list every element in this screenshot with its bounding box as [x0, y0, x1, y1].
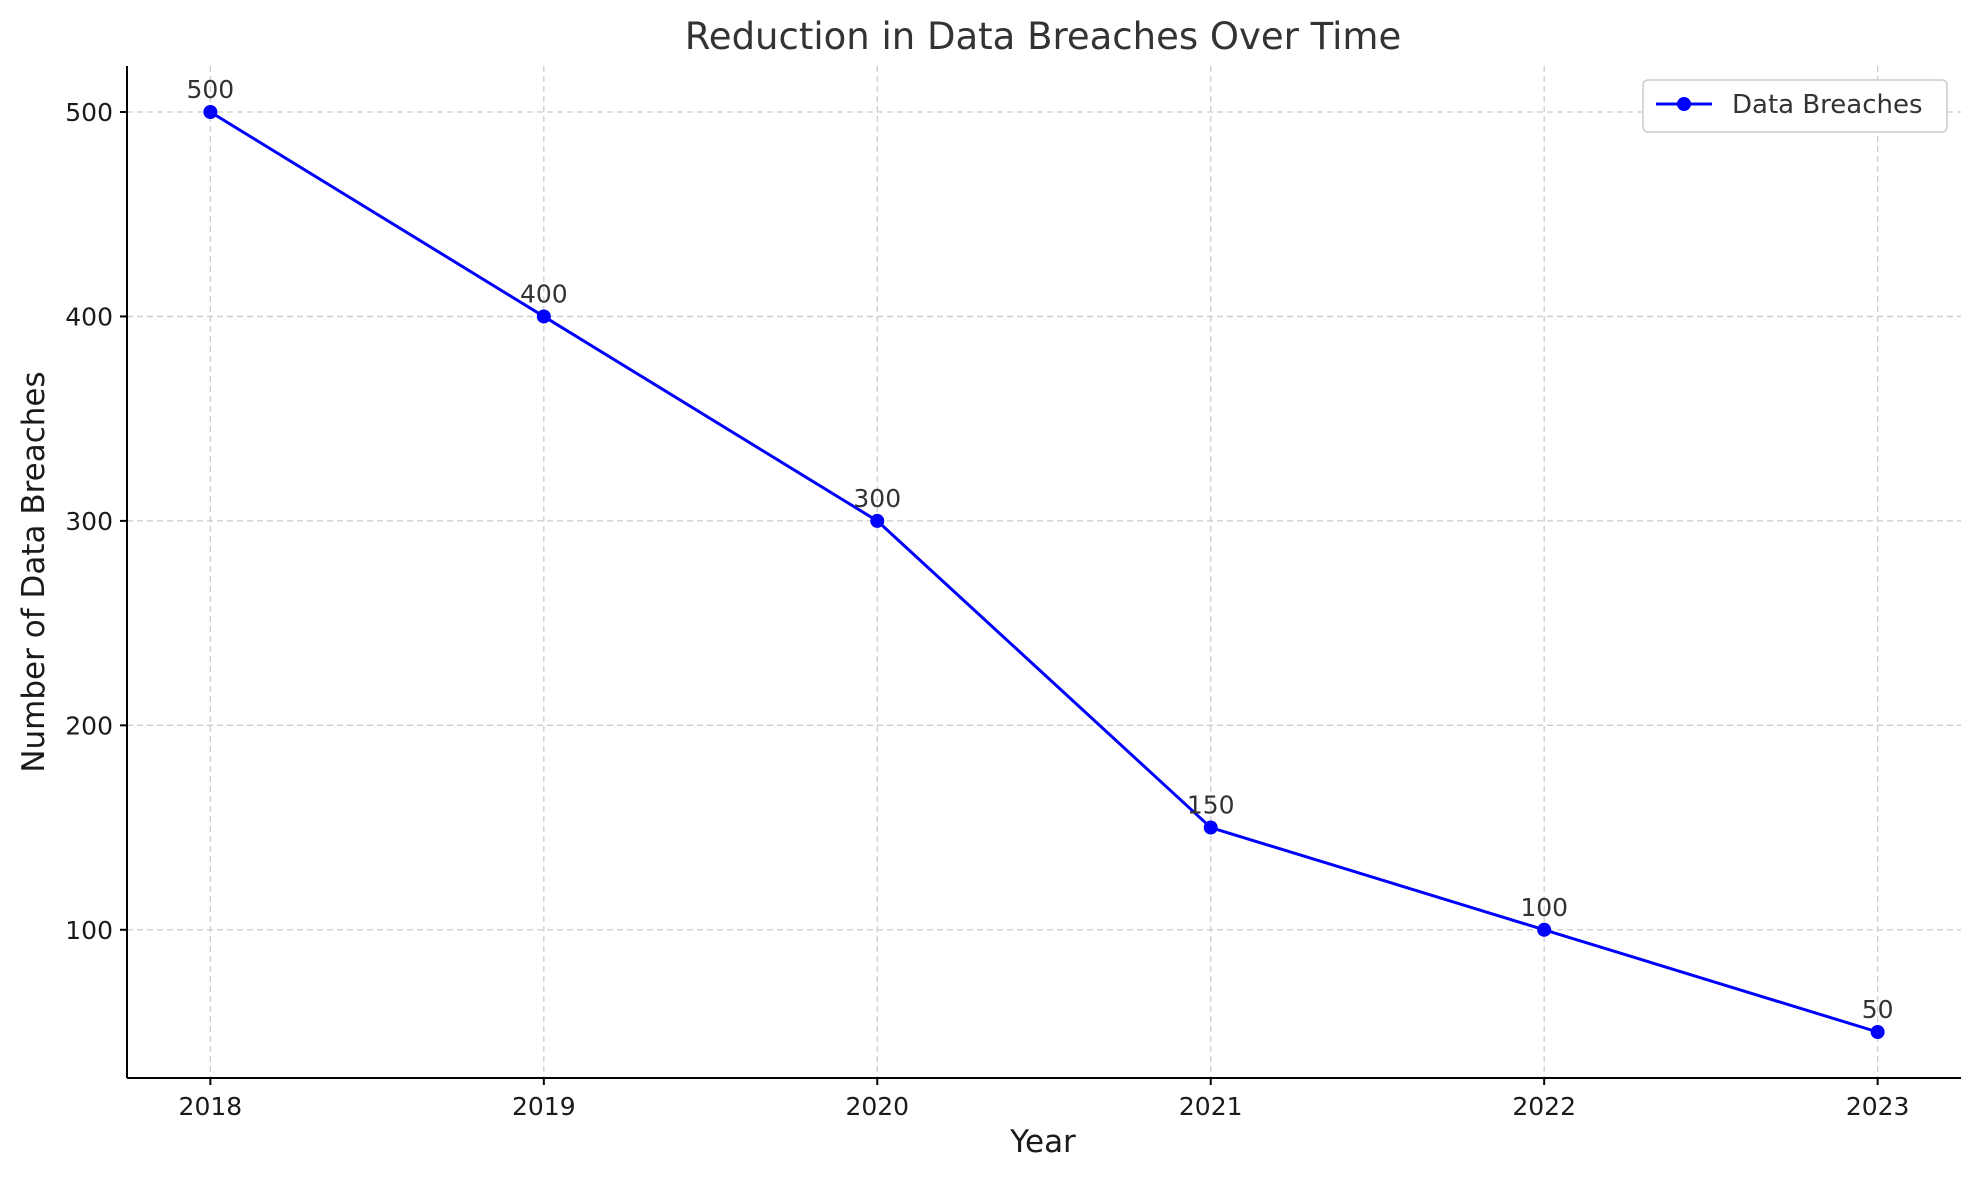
data-point — [1870, 1025, 1885, 1039]
data-label: 300 — [853, 484, 901, 513]
data-label: 150 — [1187, 791, 1235, 820]
data-point — [1203, 820, 1218, 835]
data-label: 100 — [1520, 893, 1568, 922]
y-tick-label: 300 — [65, 507, 113, 536]
data-point — [203, 105, 218, 119]
grid — [127, 66, 1961, 1078]
y-tick-label: 500 — [65, 98, 113, 127]
data-label: 400 — [520, 279, 568, 308]
x-tick-label: 2021 — [1179, 1092, 1243, 1121]
x-tick-label: 2018 — [179, 1092, 243, 1121]
series-line — [209, 110, 1879, 1034]
data-point — [870, 513, 885, 528]
x-axis-label: Year — [1009, 1124, 1076, 1160]
legend-marker-swatch — [1677, 97, 1691, 111]
legend: Data Breaches — [1642, 79, 1948, 133]
x-tick-label: 2019 — [512, 1092, 576, 1121]
chart-title: Reduction in Data Breaches Over Time — [685, 15, 1401, 58]
series-layer — [203, 105, 1885, 1039]
ticks: 2018 2019 2020 2021 2022 2023 100 200 300 400 500 — [65, 98, 1909, 1121]
data-label: 50 — [1862, 995, 1894, 1024]
legend-box — [1642, 79, 1948, 133]
y-axis-label: Number of Data Breaches — [16, 371, 52, 772]
x-tick-label: 2022 — [1512, 1092, 1576, 1121]
y-tick-label: 400 — [65, 302, 113, 331]
legend-label: Data Breaches — [1732, 90, 1923, 120]
x-tick-label: 2020 — [845, 1092, 909, 1121]
data-point — [536, 309, 551, 324]
data-point — [1537, 922, 1552, 937]
y-tick-label: 100 — [65, 916, 113, 945]
data-label: 500 — [187, 75, 235, 104]
data-labels: 500 400 300 150 100 50 — [187, 75, 1894, 1024]
x-tick-label: 2023 — [1846, 1092, 1910, 1121]
axes — [126, 66, 1961, 1079]
y-tick-label: 200 — [65, 711, 113, 740]
